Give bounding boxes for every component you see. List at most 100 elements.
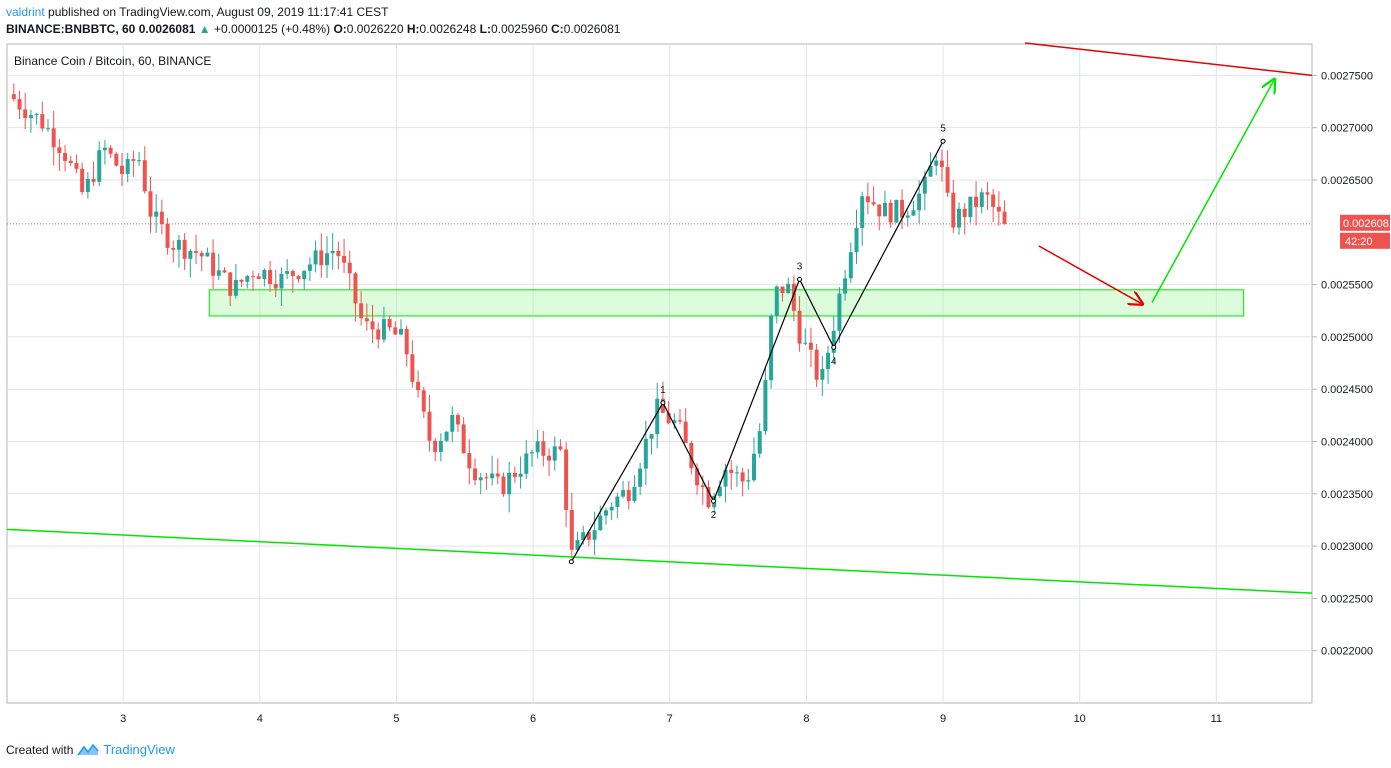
candle	[734, 465, 739, 487]
candle-body	[552, 446, 557, 461]
x-tick-label: 8	[803, 713, 809, 725]
candle	[120, 152, 125, 187]
candle	[529, 449, 534, 467]
candle	[535, 429, 540, 459]
candle-body	[996, 206, 1001, 212]
candle-body	[638, 468, 643, 487]
candle	[598, 505, 603, 532]
candle	[250, 270, 255, 292]
candle	[393, 321, 398, 335]
candle	[837, 287, 842, 343]
candle	[774, 285, 779, 324]
candle	[974, 181, 979, 226]
candle-body	[831, 330, 836, 353]
resistance-trendline[interactable]	[1024, 42, 1313, 77]
candle-body	[672, 420, 677, 424]
down-projection-arrow[interactable]	[1038, 245, 1141, 304]
candle	[763, 367, 768, 435]
candle-body	[268, 269, 273, 284]
candle	[860, 191, 865, 246]
candle	[900, 189, 905, 230]
candle	[222, 267, 227, 274]
candle-body	[865, 196, 870, 203]
up-projection-arrow[interactable]	[1151, 81, 1274, 303]
open-label: O:	[333, 22, 347, 36]
y-tick-label: 0.0025500	[1321, 280, 1373, 292]
candle-body	[51, 128, 56, 148]
candle	[410, 340, 415, 388]
candle-body	[780, 286, 785, 294]
publish-info: valdrint published on TradingView.com, A…	[6, 5, 388, 19]
last-price-label: 0.0026081	[1343, 218, 1391, 230]
candle	[803, 328, 808, 346]
candle	[370, 304, 375, 344]
candle	[831, 315, 836, 364]
candle	[490, 455, 495, 486]
y-tick-label: 0.0023500	[1321, 489, 1373, 501]
candle	[848, 242, 853, 283]
wave-point[interactable]	[797, 276, 803, 282]
candle-body	[205, 252, 210, 257]
candle-body	[666, 412, 671, 424]
candle-body	[985, 192, 990, 195]
candle	[28, 109, 33, 133]
price-chart[interactable]: 1 2 3 4 5 3 4 5 6 7 8 9 10 11 0.0027500 0.0027000 0.002…	[0, 0, 1391, 740]
candle-body	[410, 354, 415, 382]
candle-body	[974, 196, 979, 207]
candle-body	[142, 160, 147, 192]
candle-body	[290, 271, 295, 277]
candle	[216, 253, 221, 281]
created-with-text: Created with	[6, 742, 74, 757]
candle-body	[723, 469, 728, 487]
open-value: 0.0026220	[346, 22, 404, 36]
wave-point[interactable]	[831, 344, 837, 350]
candle	[746, 468, 751, 490]
wave-point[interactable]	[660, 400, 666, 406]
candle	[68, 155, 73, 167]
candle-body	[228, 272, 233, 296]
candle-body	[848, 252, 853, 279]
candle-body	[791, 283, 796, 311]
wave-point[interactable]	[710, 498, 716, 504]
support-trendline[interactable]	[6, 528, 1313, 594]
candle	[1002, 200, 1007, 225]
x-tick-label: 5	[393, 713, 399, 725]
candle	[165, 217, 170, 255]
candle	[74, 154, 79, 174]
candle	[296, 274, 301, 283]
close-label: C:	[551, 22, 564, 36]
candle	[621, 480, 626, 499]
candle	[473, 458, 478, 486]
tradingview-brand-link[interactable]: TradingView	[103, 742, 175, 757]
wave-point[interactable]	[568, 559, 574, 565]
candle-body	[951, 192, 956, 228]
candle	[951, 180, 956, 234]
elliott-wave-line[interactable]	[570, 140, 944, 563]
candle	[478, 472, 483, 495]
candle	[683, 408, 688, 444]
candle-body	[239, 279, 244, 282]
candle-body	[256, 276, 261, 280]
support-zone[interactable]	[208, 289, 1245, 317]
candle	[387, 315, 392, 332]
candle	[871, 186, 876, 207]
candle	[797, 296, 802, 352]
candle-body	[934, 160, 939, 166]
candle	[154, 194, 159, 233]
wave-point[interactable]	[940, 138, 946, 144]
candle	[125, 152, 130, 183]
candle-body	[233, 279, 238, 296]
candle	[729, 459, 734, 490]
candle	[421, 386, 426, 419]
countdown-label: 42:20	[1345, 236, 1373, 248]
candle-body	[991, 194, 996, 207]
author-link[interactable]: valdrint	[6, 5, 45, 19]
candle	[501, 472, 506, 497]
y-tick-label: 0.0027000	[1321, 123, 1373, 135]
candle	[102, 140, 107, 165]
candle	[85, 172, 90, 199]
countdown-badge	[1340, 232, 1390, 249]
candle-body	[120, 165, 125, 174]
candle	[131, 150, 136, 177]
candle	[706, 480, 711, 509]
